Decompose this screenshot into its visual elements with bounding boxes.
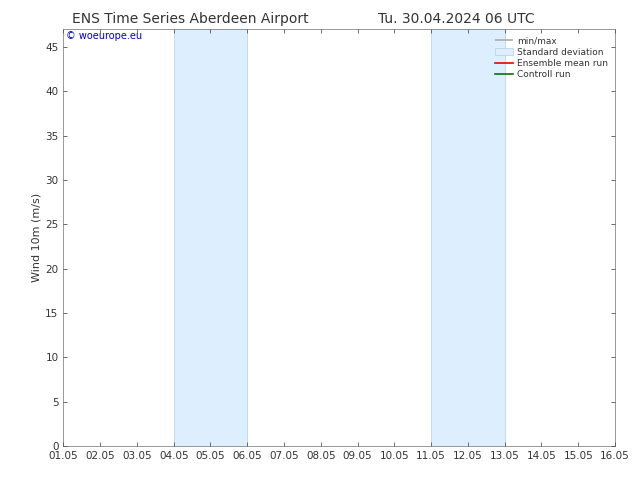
Bar [431, 29, 505, 446]
Bar [174, 29, 247, 446]
Text: ENS Time Series Aberdeen Airport: ENS Time Series Aberdeen Airport [72, 12, 309, 26]
Y-axis label: Wind 10m (m/s): Wind 10m (m/s) [31, 193, 41, 282]
Legend: min/max, Standard deviation, Ensemble mean run, Controll run: min/max, Standard deviation, Ensemble me… [493, 34, 611, 82]
Text: © woeurope.eu: © woeurope.eu [66, 31, 142, 42]
Text: Tu. 30.04.2024 06 UTC: Tu. 30.04.2024 06 UTC [378, 12, 535, 26]
